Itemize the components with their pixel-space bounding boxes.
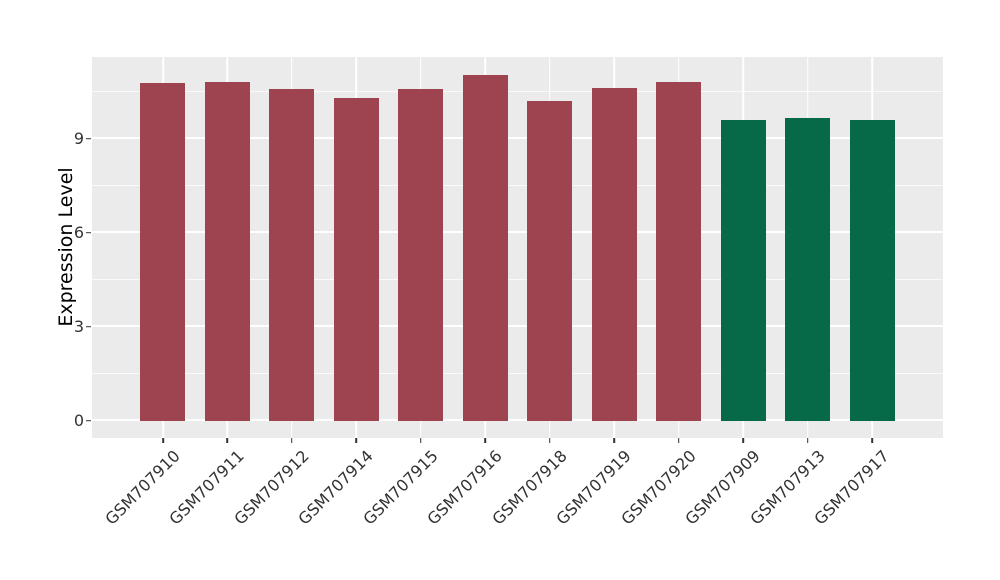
bar [591, 87, 637, 421]
y-tick-label: 3 [73, 316, 84, 336]
minor-gridline [92, 278, 943, 280]
bar [398, 88, 444, 421]
y-tick-mark [86, 419, 91, 422]
y-tick-label: 6 [73, 222, 84, 242]
bar [204, 82, 250, 421]
x-tick-mark [548, 438, 551, 443]
bar [333, 97, 379, 421]
x-tick-mark [226, 438, 229, 443]
major-gridline [92, 136, 943, 139]
bar [656, 82, 702, 421]
y-tick-label: 9 [73, 128, 84, 148]
y-axis-title: Expression Level [55, 167, 77, 327]
bar [849, 120, 895, 421]
plot-panel: 0 3 6 9 GSM707910 GSM707911 GSM707912 GSM707914… [74, 57, 943, 529]
x-tick-mark [291, 438, 293, 443]
x-tick-mark [419, 438, 422, 443]
x-tick-mark [806, 438, 809, 443]
major-gridline [92, 231, 943, 233]
major-gridline [92, 325, 943, 327]
y-tick-mark [86, 325, 91, 328]
x-tick-mark [162, 438, 164, 443]
x-tick-mark [871, 438, 873, 443]
y-tick-label: 0 [73, 410, 84, 430]
bar [140, 83, 186, 421]
y-tick-mark [86, 231, 91, 234]
x-tick-mark [677, 438, 680, 443]
bar [785, 118, 831, 421]
x-tick-mark [355, 438, 358, 443]
minor-gridline [92, 184, 943, 186]
x-tick-mark [613, 438, 615, 443]
minor-gridline [92, 90, 943, 92]
bar [269, 88, 315, 421]
minor-gridline [92, 372, 943, 374]
x-tick-mark [484, 438, 487, 443]
x-tick-mark [742, 438, 744, 443]
bar [527, 101, 573, 421]
bar [720, 120, 766, 421]
major-gridline [92, 419, 943, 421]
bar [462, 74, 508, 421]
y-tick-mark [86, 137, 91, 140]
